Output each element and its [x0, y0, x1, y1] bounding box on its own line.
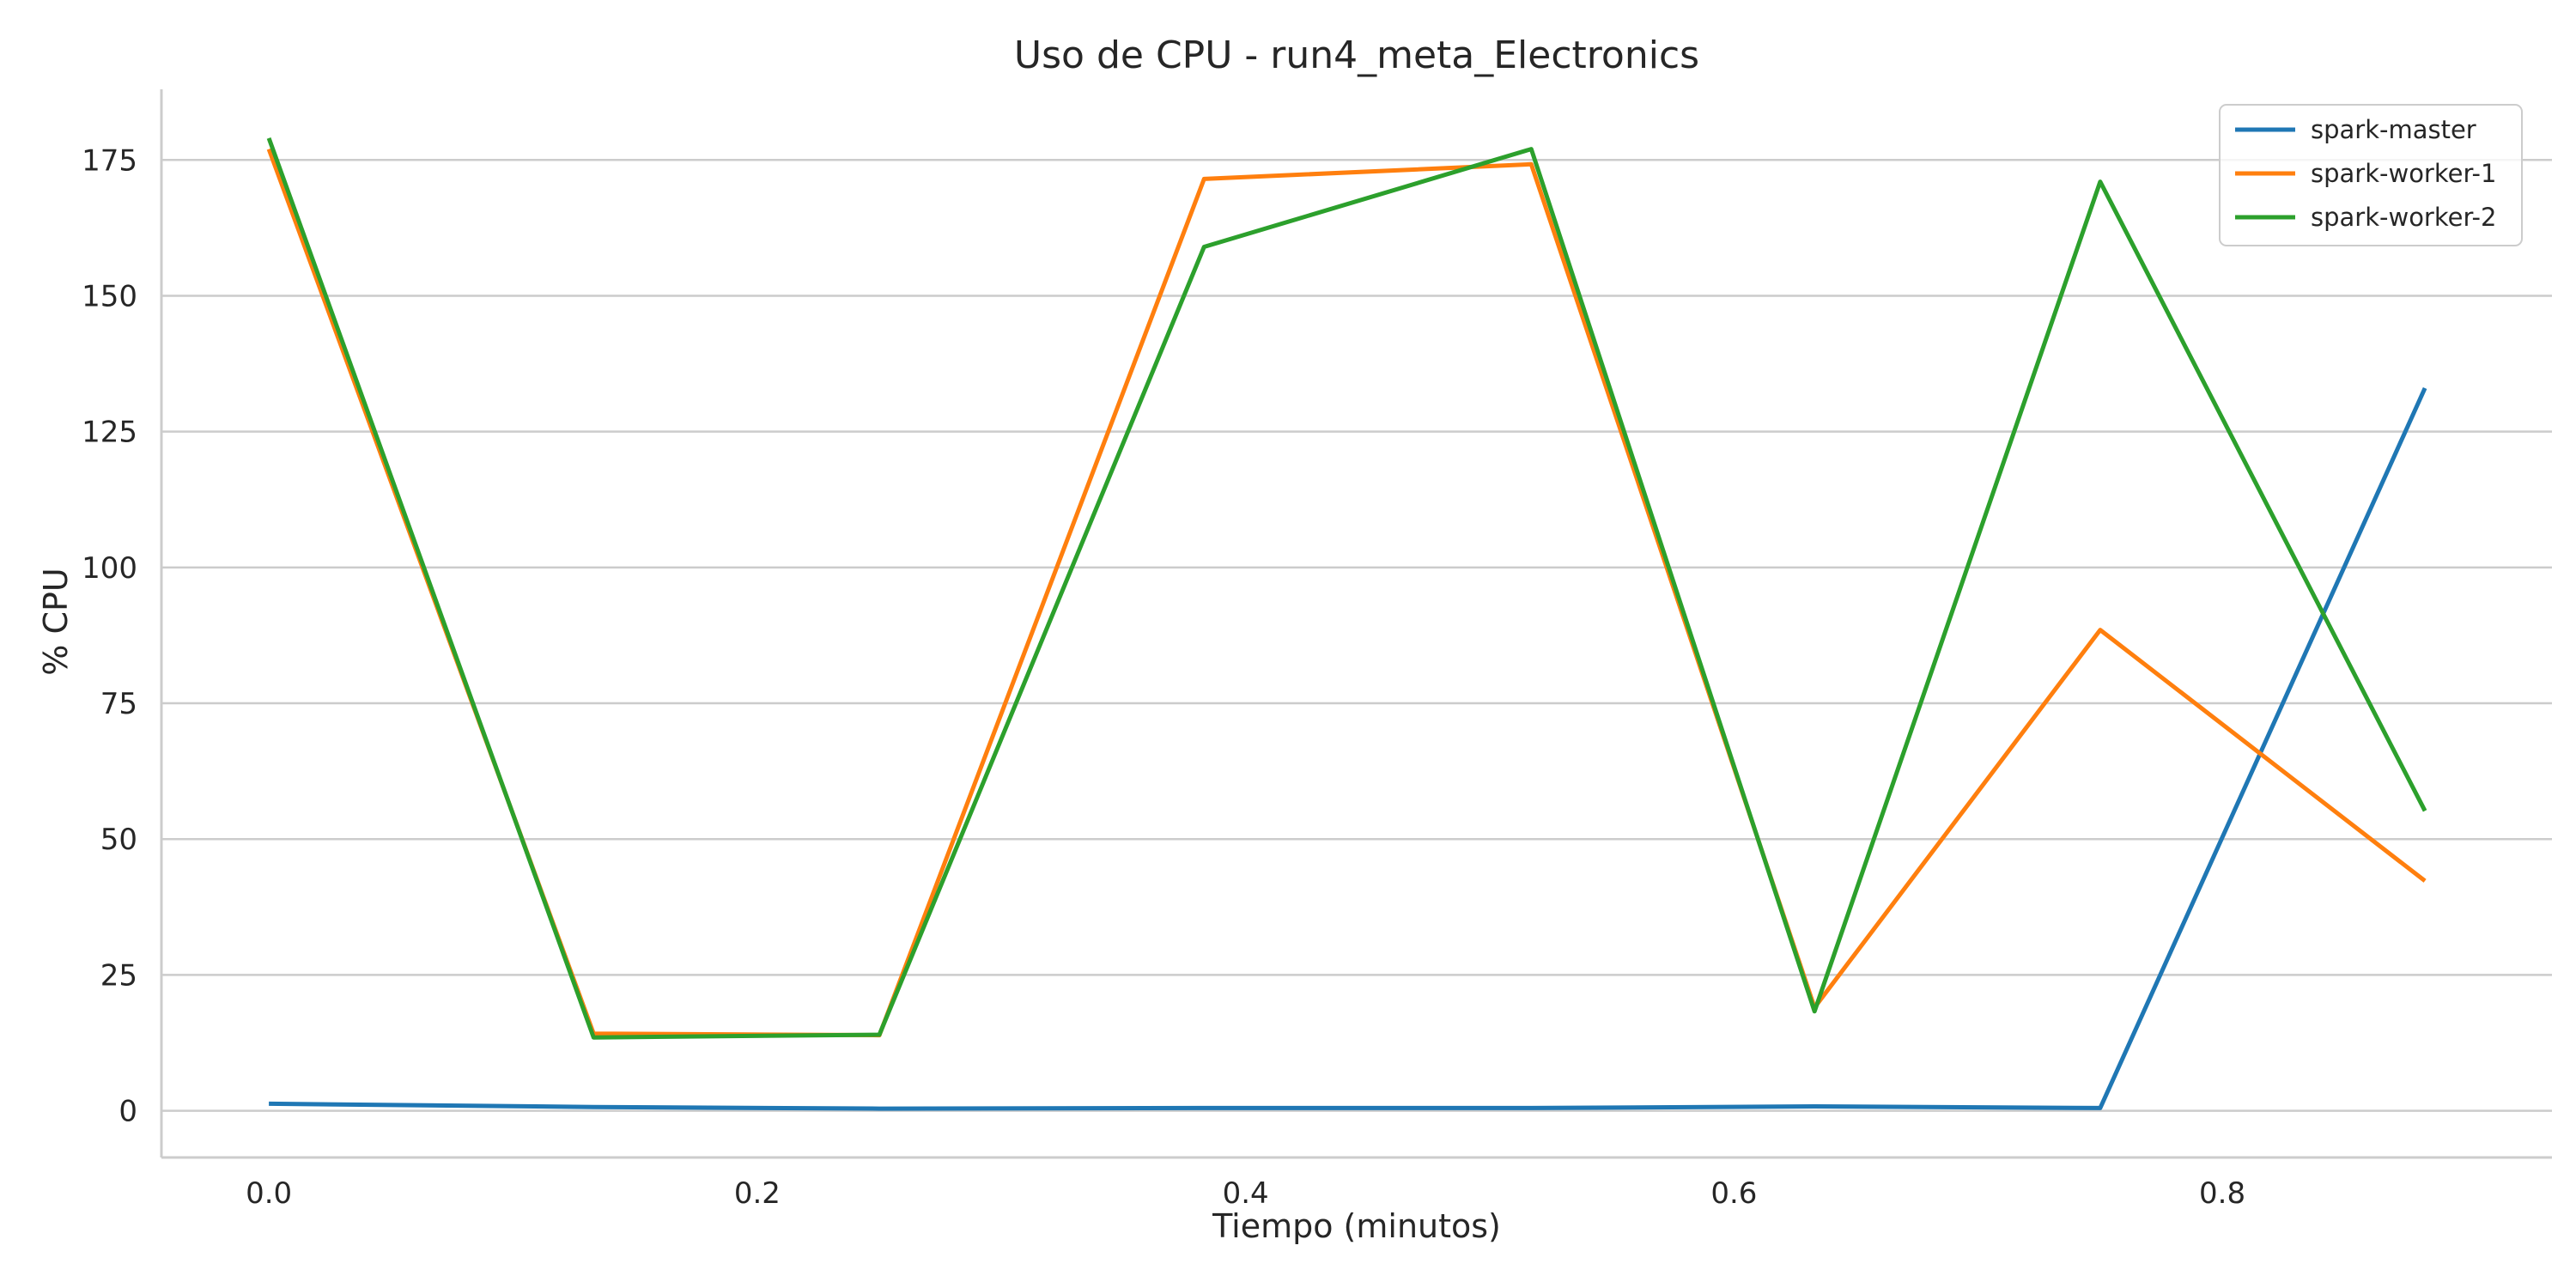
y-tick-label: 150 [82, 279, 137, 313]
series-line-spark-worker-2 [266, 137, 2427, 1040]
chart-title: Uso de CPU - run4_meta_Electronics [1014, 33, 1699, 77]
x-tick-label: 0.0 [246, 1176, 292, 1211]
x-tick-label: 0.2 [734, 1176, 781, 1211]
series-line-spark-master [269, 386, 2427, 1111]
legend-label-spark-worker-2: spark-worker-2 [2311, 203, 2496, 232]
y-tick-label: 125 [82, 416, 137, 450]
y-tick-label: 100 [82, 551, 137, 586]
y-tick-label: 50 [100, 823, 137, 857]
grid-layer [161, 159, 2552, 1112]
series-layer [266, 137, 2427, 1111]
axes-spines [160, 89, 2552, 1159]
tick-labels: 0 25 50 75 100 125 150 175 0.0 0.2 0.4 0.6 0.8 [82, 143, 2245, 1211]
y-tick-label: 175 [82, 143, 137, 178]
legend-label-spark-worker-1: spark-worker-1 [2311, 159, 2496, 188]
y-tick-label: 25 [100, 958, 137, 993]
x-tick-label: 0.4 [1223, 1176, 1269, 1211]
x-tick-label: 0.6 [1710, 1176, 1757, 1211]
legend-frame [2219, 104, 2523, 246]
y-tick-label: 0 [118, 1095, 137, 1129]
legend: spark-master spark-worker-1 spark-worker… [2219, 104, 2523, 246]
x-axis-label: Tiempo (minutos) [1212, 1207, 1501, 1245]
y-axis-label: % CPU [37, 568, 75, 675]
y-tick-label: 75 [100, 687, 137, 721]
series-line-spark-worker-1 [266, 148, 2427, 1038]
legend-label-spark-master: spark-master [2311, 115, 2476, 144]
x-tick-label: 0.8 [2199, 1176, 2245, 1211]
